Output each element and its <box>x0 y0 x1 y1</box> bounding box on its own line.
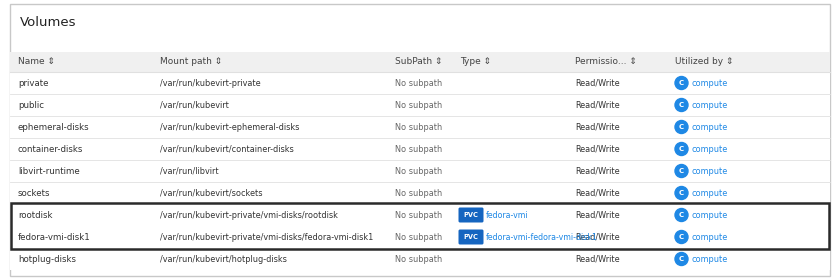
Bar <box>10 204 830 226</box>
Text: Utilized by ⇕: Utilized by ⇕ <box>675 57 733 67</box>
Text: PVC: PVC <box>464 234 479 240</box>
Text: /var/run/kubevirt/container-disks: /var/run/kubevirt/container-disks <box>160 144 294 153</box>
Circle shape <box>675 143 688 155</box>
Text: ephemeral-disks: ephemeral-disks <box>18 123 90 132</box>
Text: /var/run/kubevirt-private/vmi-disks/rootdisk: /var/run/kubevirt-private/vmi-disks/root… <box>160 211 338 220</box>
Text: libvirt-runtime: libvirt-runtime <box>18 167 80 176</box>
Bar <box>10 182 830 204</box>
Text: C: C <box>679 212 684 218</box>
Text: No subpath: No subpath <box>395 188 442 197</box>
Circle shape <box>675 230 688 244</box>
Text: No subpath: No subpath <box>395 232 442 241</box>
Text: /var/run/kubevirt-ephemeral-disks: /var/run/kubevirt-ephemeral-disks <box>160 123 299 132</box>
Text: C: C <box>679 102 684 108</box>
Text: C: C <box>679 124 684 130</box>
Bar <box>10 116 830 138</box>
Text: C: C <box>679 146 684 152</box>
Text: C: C <box>679 234 684 240</box>
Text: fedora-vmi: fedora-vmi <box>486 211 528 220</box>
Text: SubPath ⇕: SubPath ⇕ <box>395 57 443 67</box>
Text: Mount path ⇕: Mount path ⇕ <box>160 57 223 67</box>
Text: compute: compute <box>691 167 727 176</box>
Text: compute: compute <box>691 78 727 87</box>
Bar <box>11 203 829 249</box>
Text: fedora-vmi-disk1: fedora-vmi-disk1 <box>18 232 91 241</box>
Text: C: C <box>679 256 684 262</box>
Text: Read/Write: Read/Write <box>575 188 620 197</box>
Text: No subpath: No subpath <box>395 101 442 109</box>
Text: compute: compute <box>691 232 727 241</box>
Text: Name ⇕: Name ⇕ <box>18 57 55 67</box>
Circle shape <box>675 99 688 111</box>
Text: fedora-vmi-fedora-vmi-disk1: fedora-vmi-fedora-vmi-disk1 <box>486 232 598 241</box>
Text: container-disks: container-disks <box>18 144 83 153</box>
Text: compute: compute <box>691 101 727 109</box>
Text: Read/Write: Read/Write <box>575 255 620 263</box>
Text: No subpath: No subpath <box>395 123 442 132</box>
Circle shape <box>675 76 688 90</box>
Text: Read/Write: Read/Write <box>575 101 620 109</box>
Bar <box>10 72 830 94</box>
Circle shape <box>675 186 688 199</box>
Circle shape <box>675 120 688 134</box>
Text: /var/run/kubevirt-private/vmi-disks/fedora-vmi-disk1: /var/run/kubevirt-private/vmi-disks/fedo… <box>160 232 373 241</box>
Text: Type ⇕: Type ⇕ <box>460 57 491 67</box>
Text: Read/Write: Read/Write <box>575 211 620 220</box>
Text: Volumes: Volumes <box>20 15 76 29</box>
Text: /var/run/kubevirt-private: /var/run/kubevirt-private <box>160 78 260 87</box>
Text: hotplug-disks: hotplug-disks <box>18 255 76 263</box>
Text: compute: compute <box>691 255 727 263</box>
Bar <box>10 160 830 182</box>
Bar <box>10 226 830 248</box>
Text: No subpath: No subpath <box>395 167 442 176</box>
Text: No subpath: No subpath <box>395 211 442 220</box>
Bar <box>10 94 830 116</box>
Circle shape <box>675 165 688 178</box>
Text: public: public <box>18 101 44 109</box>
Text: Read/Write: Read/Write <box>575 167 620 176</box>
FancyBboxPatch shape <box>459 230 484 244</box>
Text: C: C <box>679 80 684 86</box>
Text: PVC: PVC <box>464 212 479 218</box>
Bar <box>10 248 830 270</box>
Text: No subpath: No subpath <box>395 78 442 87</box>
Text: /var/run/libvirt: /var/run/libvirt <box>160 167 218 176</box>
Text: Read/Write: Read/Write <box>575 232 620 241</box>
Circle shape <box>675 253 688 265</box>
Text: /var/run/kubevirt: /var/run/kubevirt <box>160 101 228 109</box>
Text: rootdisk: rootdisk <box>18 211 52 220</box>
FancyBboxPatch shape <box>459 207 484 223</box>
Text: No subpath: No subpath <box>395 255 442 263</box>
Text: No subpath: No subpath <box>395 144 442 153</box>
Text: C: C <box>679 168 684 174</box>
Text: C: C <box>679 190 684 196</box>
Text: sockets: sockets <box>18 188 50 197</box>
Text: Read/Write: Read/Write <box>575 123 620 132</box>
Text: compute: compute <box>691 211 727 220</box>
Bar <box>10 52 830 72</box>
Text: Read/Write: Read/Write <box>575 78 620 87</box>
Text: /var/run/kubevirt/hotplug-disks: /var/run/kubevirt/hotplug-disks <box>160 255 287 263</box>
Text: private: private <box>18 78 49 87</box>
Text: /var/run/kubevirt/sockets: /var/run/kubevirt/sockets <box>160 188 263 197</box>
Text: Read/Write: Read/Write <box>575 144 620 153</box>
Bar <box>10 138 830 160</box>
Circle shape <box>675 209 688 221</box>
Text: compute: compute <box>691 123 727 132</box>
Text: compute: compute <box>691 188 727 197</box>
Text: Permissio... ⇕: Permissio... ⇕ <box>575 57 637 67</box>
Text: compute: compute <box>691 144 727 153</box>
